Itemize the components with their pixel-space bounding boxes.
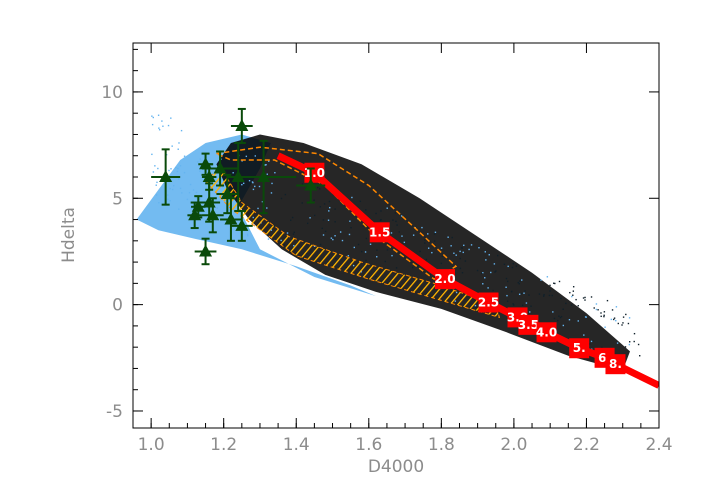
- model-age-square: [434, 269, 455, 290]
- model-age-square: [536, 322, 557, 343]
- observed-point-marker: [159, 170, 173, 183]
- observed-point-marker: [257, 170, 271, 183]
- y-tick-label: 5: [112, 189, 123, 209]
- x-tick-label: 2.4: [645, 435, 672, 455]
- model-age-label: 3.5: [518, 318, 539, 332]
- model-age-label: 2.5: [478, 296, 499, 310]
- model-age-square: [478, 292, 499, 313]
- x-tick-label: 1.8: [428, 435, 455, 455]
- observed-point: [296, 167, 326, 204]
- background-distribution-blue: [136, 134, 376, 297]
- model-band-upper: [213, 146, 458, 280]
- model-age-square: [369, 222, 390, 243]
- x-tick-label: 1.4: [283, 435, 310, 455]
- model-age-label: 2.0: [434, 272, 455, 286]
- model-age-square: [518, 314, 539, 335]
- x-tick-label: 1.2: [210, 435, 237, 455]
- observed-point-marker: [202, 170, 216, 183]
- observed-point-marker: [235, 118, 249, 131]
- plot-frame: [132, 42, 660, 429]
- observed-point-marker: [199, 244, 213, 257]
- x-tick-label: 1.6: [355, 435, 382, 455]
- observed-point: [201, 150, 239, 187]
- y-tick-label: 10: [101, 83, 123, 103]
- observed-point: [151, 148, 181, 206]
- observed-point-marker: [191, 199, 205, 212]
- x-tick-label: 2.2: [573, 435, 600, 455]
- observed-point-marker: [235, 218, 249, 231]
- observed-point: [230, 107, 253, 144]
- model-age-square: [605, 354, 626, 375]
- x-axis-title: D4000: [368, 457, 424, 477]
- y-axis-title: Hdelta: [59, 207, 79, 263]
- y-tick-label: 0: [112, 296, 123, 316]
- observed-point-marker: [206, 208, 220, 221]
- observed-point-marker: [224, 212, 238, 225]
- y-tick-label: -5: [106, 402, 123, 422]
- observed-point: [230, 210, 253, 242]
- observed-point: [201, 197, 224, 234]
- observed-point: [230, 139, 297, 215]
- model-age-label: 5.: [573, 341, 586, 355]
- x-tick-label: 2.0: [500, 435, 527, 455]
- model-age-label: 1.5: [369, 225, 390, 239]
- x-tick-label: 1.0: [138, 435, 165, 455]
- observed-point-marker: [220, 187, 234, 200]
- model-age-label: 4.0: [536, 325, 557, 339]
- observed-point: [194, 237, 217, 266]
- observed-point-marker: [213, 161, 227, 174]
- model-age-square: [569, 338, 590, 359]
- observed-point: [220, 197, 242, 242]
- model-age-label: 8.: [609, 357, 622, 371]
- observed-point-marker: [304, 178, 318, 191]
- model-band-lower-inner: [205, 166, 500, 318]
- background-distribution-dense: [216, 134, 630, 371]
